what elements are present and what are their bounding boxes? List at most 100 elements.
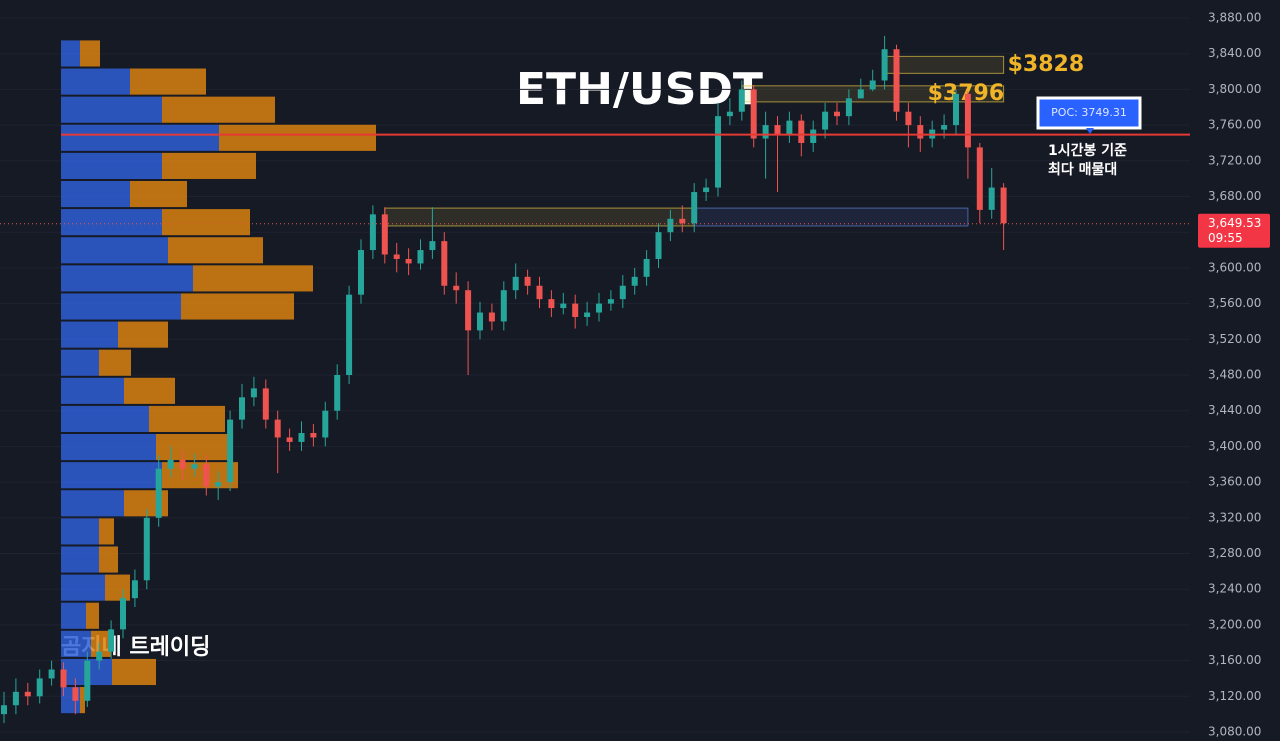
volume-profile-bar (99, 546, 118, 573)
volume-profile-bar (162, 152, 256, 179)
candle-body (417, 250, 424, 264)
volume-profile-bar (61, 293, 181, 320)
candle-body (964, 93, 971, 148)
candle-body (893, 49, 900, 112)
candle-body (203, 464, 210, 487)
candle-body (84, 660, 91, 701)
volume-profile-bar (130, 68, 206, 95)
candle-body (191, 464, 198, 469)
candle-body (726, 111, 733, 117)
volume-profile-bar (181, 293, 294, 320)
volume-profile-bar (61, 602, 86, 629)
volume-profile-bar (61, 349, 99, 376)
candle-body (465, 290, 472, 331)
candle-body (155, 468, 162, 518)
candle-body (227, 419, 234, 483)
y-tick-label: 3,160.00 (1208, 653, 1261, 667)
candle-body (239, 397, 245, 420)
candle-body (881, 49, 888, 81)
volume-profile-bar (118, 321, 168, 348)
candle-body (120, 598, 126, 630)
last-price-label: 3,649.53 (1208, 216, 1261, 230)
candle-body (703, 187, 710, 193)
volume-profile-bar (61, 124, 219, 151)
volume-profile-bar (61, 265, 193, 292)
candle-body (369, 214, 376, 251)
candle-body (786, 120, 793, 135)
volume-profile-bar (61, 574, 105, 601)
volume-profile-bar (61, 546, 99, 573)
candle-body (215, 482, 222, 487)
candle-body (322, 410, 329, 438)
candle-body (96, 651, 103, 661)
volume-profile-bar (61, 405, 149, 433)
y-tick-label: 3,360.00 (1208, 475, 1261, 489)
volume-profile-bar (80, 687, 85, 714)
y-tick-label: 3,800.00 (1208, 82, 1261, 96)
volume-profile-bar (112, 658, 156, 686)
candle-body (857, 89, 864, 99)
candle-body (715, 116, 721, 188)
y-tick-label: 3,320.00 (1208, 510, 1261, 524)
volume-profile-bar (61, 40, 80, 67)
candle-body (36, 678, 43, 697)
volume-profile-bar (61, 237, 168, 264)
candle-body (560, 303, 567, 309)
zone (384, 207, 695, 227)
candle-body (643, 258, 650, 277)
candle-body (905, 111, 912, 126)
candle-body (477, 312, 483, 331)
volume-profile-bar (61, 518, 99, 545)
candle-body (179, 459, 186, 469)
poc-label: POC: 3749.31 (1051, 106, 1127, 119)
candle-body (60, 669, 67, 688)
volume-profile-bar (219, 124, 376, 151)
candle-body (691, 192, 698, 224)
last-price-box (1198, 213, 1270, 248)
volume-profile-bar (162, 462, 238, 489)
candle-body (917, 125, 924, 139)
volume-profile-bar (61, 68, 130, 95)
volume-profile-bar (61, 209, 162, 236)
candle-body (262, 388, 269, 420)
candle-body (572, 303, 579, 317)
candle-body (1, 705, 7, 715)
volume-profile-bar (80, 40, 100, 67)
candle-body (631, 276, 638, 286)
poc-note: 최다 매물대 (1048, 162, 1117, 178)
y-tick-label: 3,600.00 (1208, 260, 1261, 274)
candle-body (953, 93, 959, 126)
volume-profile-bar (86, 602, 99, 629)
candle-body (667, 218, 674, 233)
candle-body (298, 433, 305, 442)
poc-pointer (1086, 128, 1094, 134)
candle-body (822, 111, 829, 130)
candle-body (24, 691, 31, 697)
countdown: 09:55 (1208, 231, 1243, 245)
y-tick-label: 3,280.00 (1208, 546, 1261, 560)
volume-profile-bar (99, 518, 114, 545)
volume-profile-bar (124, 377, 175, 404)
y-tick-label: 3,840.00 (1208, 46, 1261, 60)
candle-body (143, 517, 150, 581)
zone (884, 55, 1005, 74)
volume-profile-bar (156, 434, 231, 461)
candle-body (845, 98, 852, 117)
volume-profile-bar (61, 321, 118, 348)
candle-body (512, 276, 519, 291)
y-tick-label: 3,760.00 (1208, 118, 1261, 132)
candle-body (810, 129, 817, 143)
y-tick-label: 3,560.00 (1208, 296, 1261, 310)
volume-profile-bar (168, 237, 263, 264)
candle-body (346, 294, 353, 375)
candle-body (536, 285, 543, 300)
candle-body (869, 80, 876, 90)
volume-profile-bar (61, 180, 130, 208)
candle-body (548, 299, 555, 309)
candle-body (334, 375, 341, 411)
volume-profile-bar (130, 180, 187, 208)
volume-profile-bar (99, 349, 131, 376)
candle-body (72, 687, 79, 701)
volume-profile-bar (61, 630, 91, 657)
